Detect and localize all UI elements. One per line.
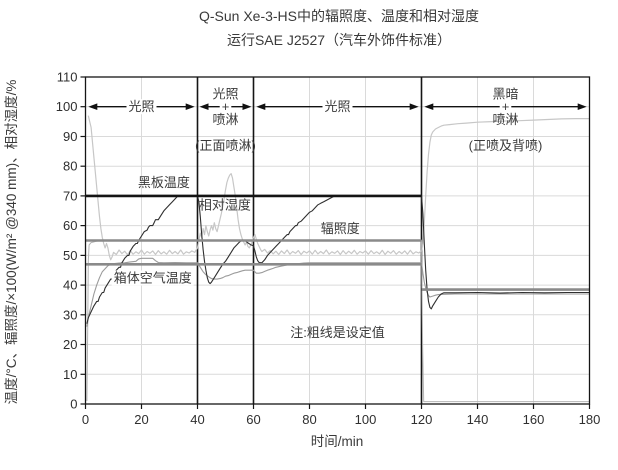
x-tick-label: 40 xyxy=(190,412,204,427)
y-tick-label: 30 xyxy=(63,307,77,322)
phase4-arrow-head-left xyxy=(424,103,434,110)
phase1-label: 光照 xyxy=(128,99,154,114)
phase4-arrow-head-right xyxy=(577,103,587,110)
x-tick-label: 80 xyxy=(302,412,316,427)
phase3-arrow-head-left xyxy=(256,103,266,110)
phase2-sublabel: (正面喷淋) xyxy=(195,138,256,153)
phase2-arrow-head-right xyxy=(242,103,252,110)
y-tick-label: 10 xyxy=(63,367,77,382)
y-tick-label: 90 xyxy=(63,129,77,144)
label-relative-humidity: 相对湿度 xyxy=(199,197,251,212)
label-black-panel-temp: 黑板温度 xyxy=(138,175,190,190)
series-airtemp-actual xyxy=(86,257,590,327)
x-tick-label: 60 xyxy=(246,412,260,427)
x-axis-label: 时间/min xyxy=(311,434,364,449)
note: 注:粗线是设定值 xyxy=(290,325,385,340)
phase3-label-bg xyxy=(322,99,353,115)
x-tick-label: 180 xyxy=(579,412,601,427)
x-tick-label: 120 xyxy=(411,412,433,427)
phase1-arrow-head-right xyxy=(185,103,195,110)
phase3-label: 光照 xyxy=(324,99,350,114)
y-tick-label: 50 xyxy=(63,248,77,263)
phase2-arrow-head-left xyxy=(199,103,209,110)
y-axis-label: 温度/°C、辐照度/×100(W/m² @340 mm)、相对湿度/% xyxy=(4,80,19,405)
x-tick-label: 160 xyxy=(523,412,545,427)
x-tick-label: 100 xyxy=(355,412,377,427)
x-tick-label: 140 xyxy=(467,412,489,427)
phase4-label-top: 黑暗 xyxy=(492,86,518,101)
chart-title-line2: 运行SAE J2527（汽车外饰件标准） xyxy=(227,32,451,48)
label-chamber-air-temp: 箱体空气温度 xyxy=(114,271,192,286)
phase1-arrow-head-left xyxy=(88,103,98,110)
x-tick-label: 0 xyxy=(82,412,89,427)
y-tick-label: 70 xyxy=(63,188,77,203)
y-tick-label: 60 xyxy=(63,218,77,233)
phase4-sublabel: (正喷及背喷) xyxy=(469,138,543,153)
y-tick-label: 0 xyxy=(70,397,77,412)
phase2-label-bottom: 喷淋 xyxy=(212,112,238,127)
plot-layer: 0 20 40 60 80 100 120 140 160 180 0 10 20 30 40 50 60 70 8… xyxy=(56,70,601,428)
phase2-label-top: 光照 xyxy=(212,86,238,101)
plot-border xyxy=(84,76,591,405)
phase4-label-plus: + xyxy=(502,99,510,114)
chart-title-line1: Q-Sun Xe-3-HS中的辐照度、温度和相对湿度 xyxy=(199,8,479,24)
series-blackpanel-actual xyxy=(86,195,590,324)
phase2-label-plus-bg xyxy=(219,99,232,115)
phase2-label-plus: + xyxy=(222,99,230,114)
y-tick-label: 80 xyxy=(63,159,77,174)
phase4-label-bottom: 喷淋 xyxy=(492,112,518,127)
y-tick-label: 40 xyxy=(63,278,77,293)
y-tick-label: 100 xyxy=(56,99,78,114)
y-tick-label: 20 xyxy=(63,337,77,352)
phase1-label-bg xyxy=(126,99,157,115)
x-tick-label: 20 xyxy=(134,412,148,427)
phase4-label-plus-bg xyxy=(499,99,512,115)
label-irradiance: 辐照度 xyxy=(321,221,360,236)
y-tick-label: 110 xyxy=(57,70,78,85)
label-chamber-air-temp-bg xyxy=(111,270,194,286)
phase3-arrow-head-right xyxy=(409,103,419,110)
